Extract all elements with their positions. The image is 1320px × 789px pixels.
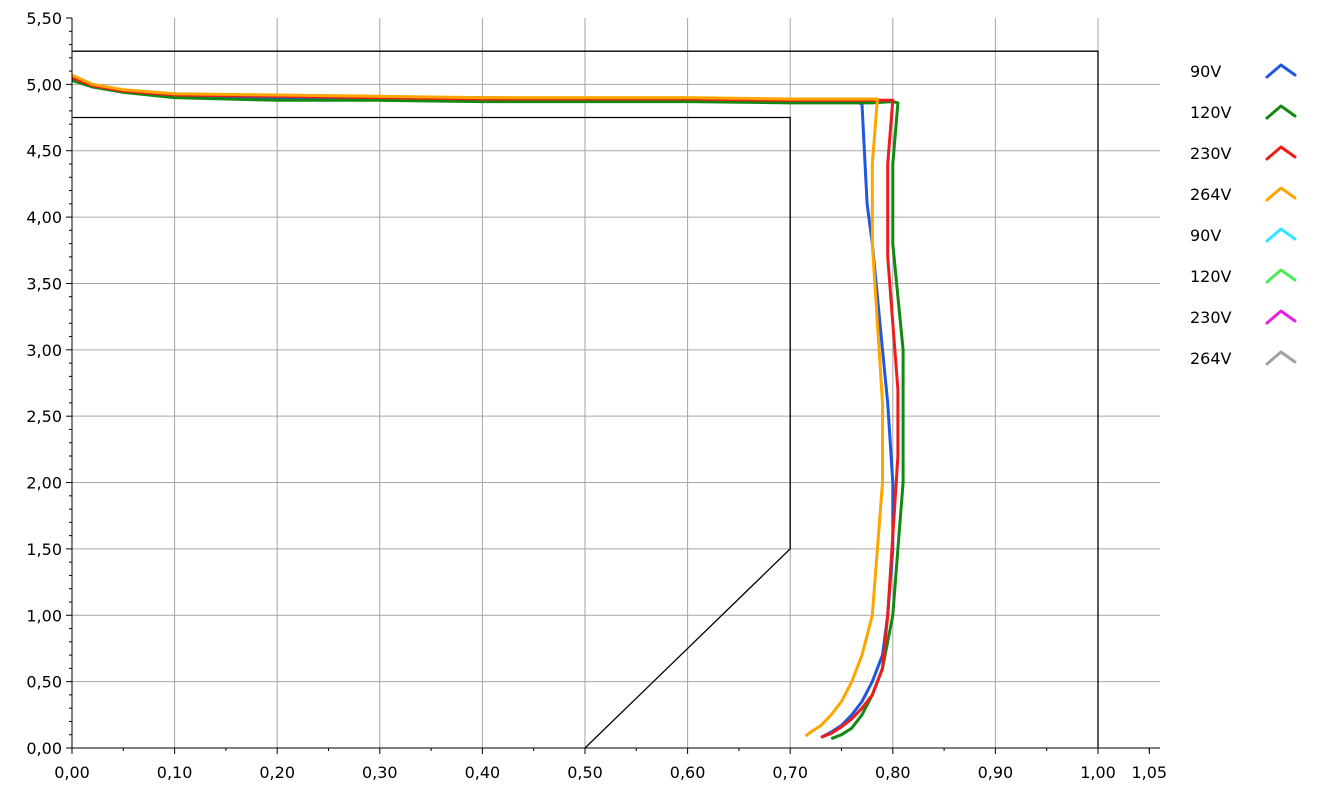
legend-swatch-icon [1265, 104, 1297, 120]
legend-item: 230V [1180, 302, 1310, 343]
y-tick-label: 0,50 [26, 673, 62, 692]
legend-item: 120V [1180, 261, 1310, 302]
legend-swatch-icon [1265, 309, 1297, 325]
x-tick-label: 0,60 [670, 763, 706, 782]
axes [66, 17, 1160, 754]
y-tick-label: 2,50 [26, 407, 62, 426]
y-tick-label: 1,50 [26, 540, 62, 559]
y-tick-labels: 0,00 0,50 1,00 1,50 2,00 2,50 3,00 3,50 4,00 4,50… [26, 9, 62, 758]
x-tick-label: 1,05 [1131, 763, 1167, 782]
legend-swatch-icon [1265, 186, 1297, 202]
legend-item: 90V [1180, 220, 1310, 261]
x-tick-label: 0,10 [157, 763, 193, 782]
legend-swatch-icon [1265, 145, 1297, 161]
legend-item: 264V [1180, 179, 1310, 220]
y-tick-label: 1,00 [26, 606, 62, 625]
y-tick-label: 0,00 [26, 739, 62, 758]
legend-swatch-icon [1265, 268, 1297, 284]
x-tick-label: 0,00 [54, 763, 90, 782]
grid-lines [72, 18, 1160, 748]
limit-lines [72, 50, 1099, 749]
series-line [71, 73, 884, 738]
legend-swatch-icon [1265, 63, 1297, 79]
legend-label: 230V [1190, 144, 1232, 163]
legend-label: 120V [1190, 103, 1232, 122]
y-tick-label: 5,00 [26, 75, 62, 94]
legend-label: 90V [1190, 62, 1222, 81]
legend-label: 230V [1190, 308, 1232, 327]
series-line [71, 76, 900, 739]
x-tick-label: 0,30 [362, 763, 398, 782]
legend-swatch-icon [1265, 227, 1297, 243]
y-tick-label: 4,00 [26, 208, 62, 227]
y-tick-label: 3,00 [26, 341, 62, 360]
x-tick-labels: 0,00 0,10 0,20 0,30 0,40 0,50 0,60 0,70 0,80 0,90… [54, 763, 1167, 782]
x-tick-label: 0,50 [567, 763, 603, 782]
legend-item: 264V [1180, 343, 1310, 384]
limit-line [72, 50, 1099, 748]
series-line [71, 78, 905, 741]
limit-line [72, 116, 791, 749]
legend: 90V 120V 230V 264V 90V 120V 230V 264V [1180, 56, 1310, 384]
legend-swatch-icon [1265, 350, 1297, 366]
x-tick-label: 1,00 [1080, 763, 1116, 782]
data-series [71, 73, 905, 741]
legend-label: 264V [1190, 185, 1232, 204]
legend-item: 120V [1180, 97, 1310, 138]
legend-label: 90V [1190, 226, 1222, 245]
x-tick-label: 0,20 [259, 763, 295, 782]
y-tick-label: 4,50 [26, 142, 62, 161]
y-tick-label: 3,50 [26, 274, 62, 293]
x-tick-label: 0,90 [978, 763, 1014, 782]
legend-label: 264V [1190, 349, 1232, 368]
legend-item: 230V [1180, 138, 1310, 179]
x-tick-label: 0,40 [465, 763, 501, 782]
y-tick-label: 5,50 [26, 9, 62, 28]
x-tick-label: 0,80 [875, 763, 911, 782]
x-tick-label: 0,70 [772, 763, 808, 782]
legend-item: 90V [1180, 56, 1310, 97]
y-tick-label: 2,00 [26, 474, 62, 493]
legend-label: 120V [1190, 267, 1232, 286]
